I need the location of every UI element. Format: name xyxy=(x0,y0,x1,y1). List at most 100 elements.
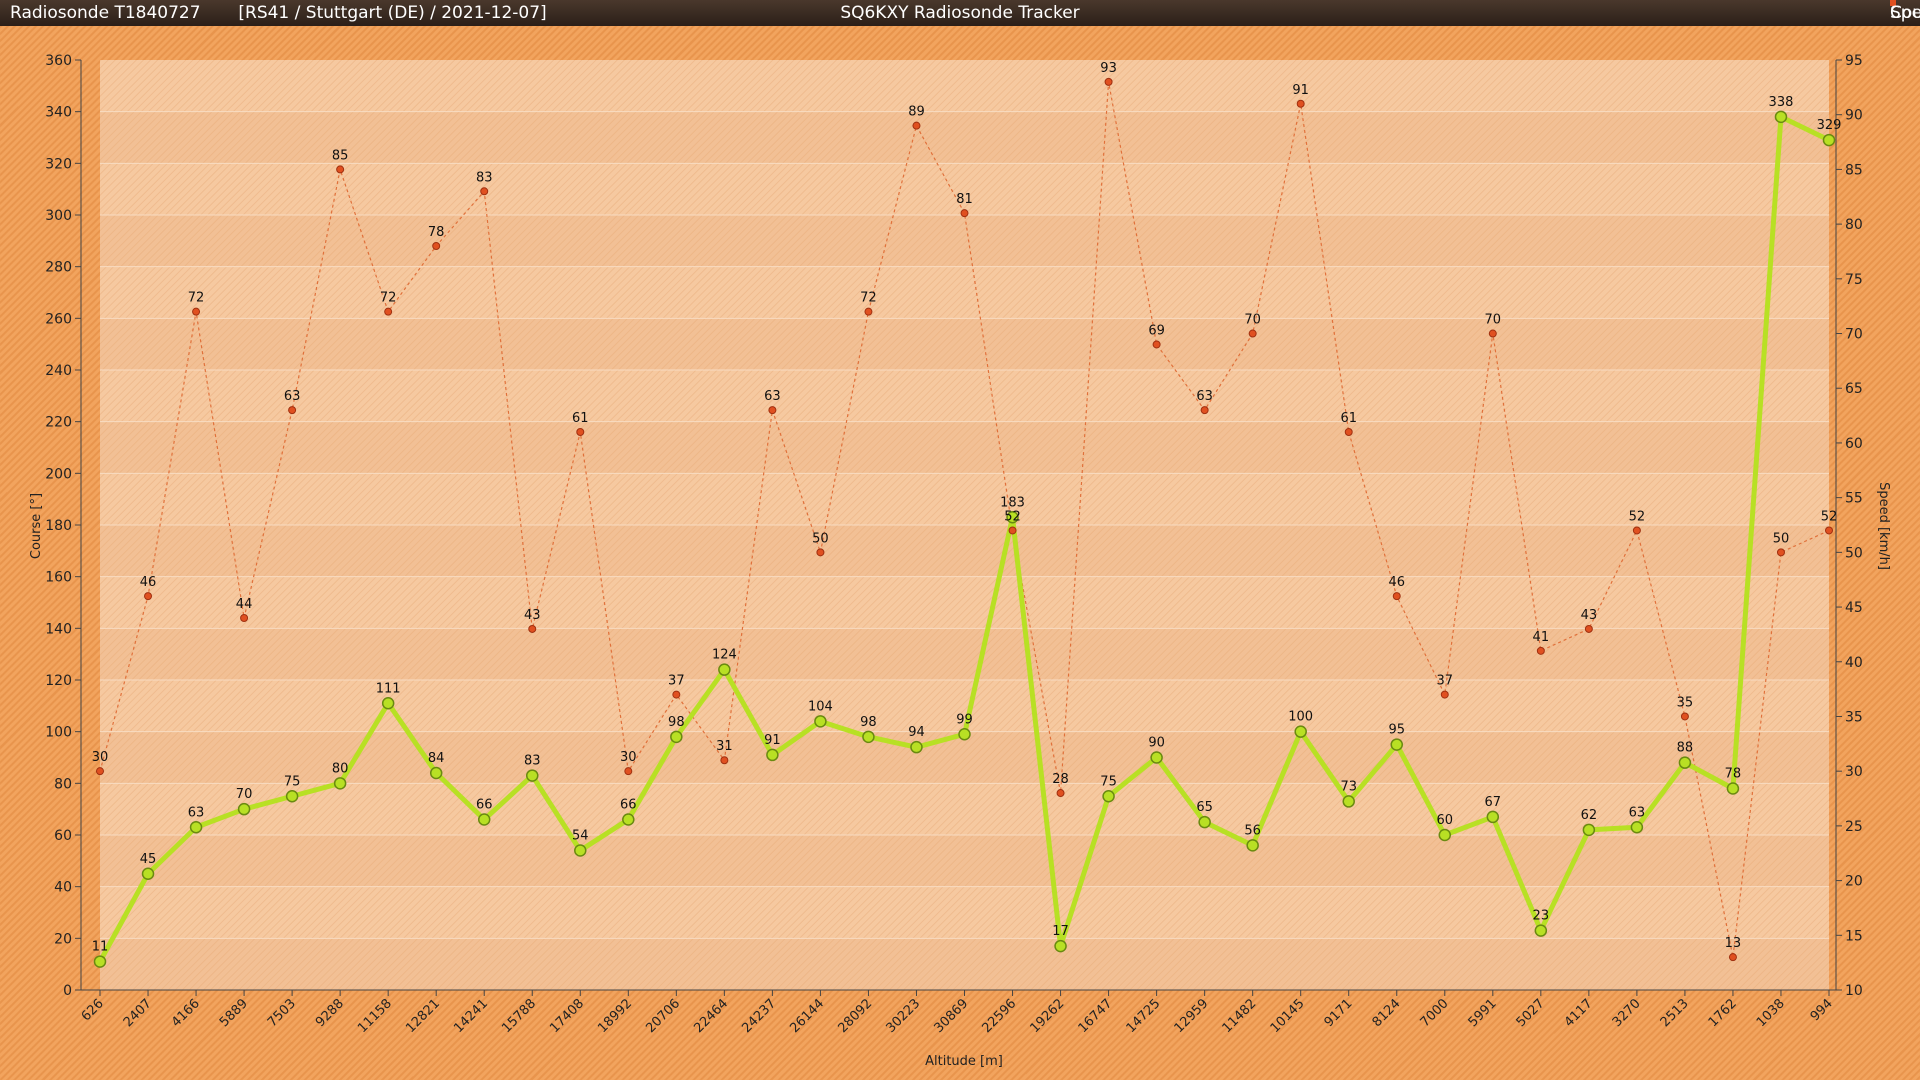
course-point xyxy=(285,790,299,803)
course-point xyxy=(1438,828,1452,842)
y2-tick-label: 40 xyxy=(1845,655,1863,671)
x-tick-label: 7503 xyxy=(265,996,299,1030)
course-data-label: 78 xyxy=(1725,767,1742,782)
y2-axis-label: Speed [km/h] xyxy=(1876,482,1891,570)
x-tick-label: 14241 xyxy=(451,996,491,1036)
course-point xyxy=(1630,821,1644,834)
x-tick-label: 1038 xyxy=(1754,996,1788,1030)
y-tick-label: 340 xyxy=(45,105,72,121)
course-point xyxy=(381,697,395,710)
speed-point xyxy=(912,121,921,130)
x-tick-label: 12959 xyxy=(1172,996,1212,1036)
course-point xyxy=(1006,511,1019,524)
app-title: SQ6KXY Radiosonde Tracker xyxy=(840,3,1080,23)
y-tick-label: 240 xyxy=(45,363,72,379)
speed-point xyxy=(576,428,585,436)
speed-point xyxy=(816,548,825,557)
x-tick-label: 24237 xyxy=(739,996,779,1036)
course-point xyxy=(1150,751,1163,764)
y2-tick-label: 75 xyxy=(1845,272,1863,288)
course-point xyxy=(862,730,875,744)
course-data-label: 98 xyxy=(860,715,877,730)
course-data-label: 83 xyxy=(524,754,541,769)
y-axis-label: Course [°] xyxy=(29,493,44,559)
x-tick-label: 4166 xyxy=(169,996,203,1030)
x-tick-label: 5889 xyxy=(217,996,251,1030)
speed-data-label: 28 xyxy=(1052,772,1069,787)
x-tick-label: 3270 xyxy=(1610,996,1644,1030)
x-tick-label: 4117 xyxy=(1562,996,1596,1030)
x-tick-label: 19262 xyxy=(1028,996,1068,1036)
speed-point xyxy=(768,406,777,415)
x-tick-label: 7000 xyxy=(1418,996,1452,1030)
course-data-label: 111 xyxy=(376,681,401,696)
speed-point xyxy=(720,756,729,765)
course-point xyxy=(237,802,251,816)
speed-data-label: 91 xyxy=(1292,83,1309,98)
sonde-info: Radiosonde T1840727 [RS41 / Stuttgart (D… xyxy=(10,3,547,23)
speed-data-label: 70 xyxy=(1485,313,1502,328)
y-tick-label: 180 xyxy=(45,518,72,534)
course-data-label: 80 xyxy=(332,761,349,776)
course-point xyxy=(766,748,779,762)
x-tick-label: 10145 xyxy=(1268,996,1308,1036)
speed-point xyxy=(1680,712,1689,721)
speed-data-label: 52 xyxy=(1004,509,1021,524)
speed-point xyxy=(192,307,201,316)
course-data-label: 100 xyxy=(1288,710,1313,725)
legend-label-course: Course [°] xyxy=(1890,3,1920,23)
speed-point xyxy=(1632,526,1641,535)
x-tick-label: 15788 xyxy=(499,996,539,1036)
speed-point xyxy=(1728,953,1737,962)
y2-tick-label: 85 xyxy=(1845,162,1863,178)
speed-point xyxy=(384,307,393,316)
y-tick-label: 40 xyxy=(54,880,72,896)
course-point xyxy=(1822,133,1836,147)
speed-data-label: 30 xyxy=(92,750,109,765)
speed-data-label: 78 xyxy=(428,225,445,240)
course-data-label: 88 xyxy=(1677,741,1694,756)
speed-data-label: 52 xyxy=(1821,509,1838,524)
course-point xyxy=(141,867,155,880)
x-axis-label: Altitude [m] xyxy=(925,1054,1003,1069)
speed-point xyxy=(1825,526,1833,535)
speed-point xyxy=(1344,428,1353,436)
y2-tick-label: 25 xyxy=(1845,819,1863,835)
speed-point xyxy=(1440,690,1449,699)
title-bar: SQ6KXY Radiosonde Tracker Radiosonde T18… xyxy=(0,0,1920,26)
course-data-label: 70 xyxy=(236,787,253,802)
course-point xyxy=(477,813,491,826)
y2-tick-label: 15 xyxy=(1845,928,1863,944)
x-tick-label: 26144 xyxy=(787,996,827,1036)
speed-point xyxy=(528,624,537,633)
course-data-label: 183 xyxy=(1000,495,1025,510)
x-tick-label: 17408 xyxy=(547,996,587,1036)
course-data-label: 84 xyxy=(428,751,445,766)
course-data-label: 66 xyxy=(476,798,493,813)
course-point xyxy=(814,715,827,728)
course-point xyxy=(333,777,347,790)
speed-data-label: 63 xyxy=(284,389,301,404)
y-tick-label: 20 xyxy=(54,931,72,947)
speed-point xyxy=(960,209,969,218)
y-tick-label: 220 xyxy=(45,415,72,431)
course-data-label: 45 xyxy=(140,852,157,867)
y-tick-label: 300 xyxy=(45,208,72,224)
speed-data-label: 50 xyxy=(812,531,829,546)
speed-point xyxy=(864,307,873,316)
speed-point xyxy=(480,187,489,196)
legend-swatch-speed xyxy=(1890,0,1896,6)
speed-data-label: 41 xyxy=(1533,630,1550,645)
speed-data-label: 69 xyxy=(1148,323,1165,338)
x-tick-label: 20706 xyxy=(643,996,683,1036)
speed-data-label: 72 xyxy=(380,291,397,306)
y2-tick-label: 45 xyxy=(1845,600,1863,616)
course-data-label: 65 xyxy=(1196,800,1213,815)
course-data-label: 54 xyxy=(572,829,589,844)
x-tick-label: 18992 xyxy=(595,996,635,1036)
x-tick-label: 5027 xyxy=(1514,996,1548,1030)
x-tick-label: 626 xyxy=(79,996,107,1024)
x-tick-label: 5991 xyxy=(1466,996,1500,1030)
speed-point xyxy=(1296,99,1305,108)
speed-point xyxy=(96,767,104,776)
